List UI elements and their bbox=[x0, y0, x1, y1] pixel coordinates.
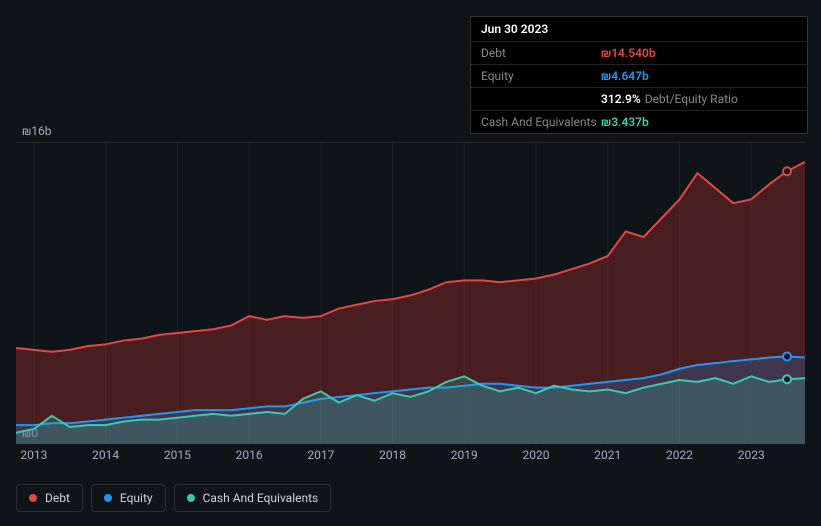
x-tick: 2022 bbox=[666, 448, 693, 462]
tooltip-row: Debt₪14.540b bbox=[471, 42, 807, 65]
x-tick: 2013 bbox=[20, 448, 47, 462]
legend-dot bbox=[29, 494, 37, 502]
legend-dot bbox=[187, 494, 195, 502]
tooltip-row: 312.9% Debt/Equity Ratio bbox=[471, 88, 807, 111]
tooltip-date: Jun 30 2023 bbox=[471, 17, 807, 42]
x-tick: 2020 bbox=[523, 448, 550, 462]
x-tick: 2021 bbox=[594, 448, 621, 462]
y-tick-top: ₪16b bbox=[22, 124, 51, 138]
tooltip-value: 312.9% bbox=[601, 92, 641, 106]
x-tick: 2017 bbox=[307, 448, 334, 462]
tooltip-value: ₪4.647b bbox=[601, 69, 649, 83]
tooltip-label: Debt bbox=[481, 46, 601, 60]
legend-item[interactable]: Cash And Equivalents bbox=[174, 484, 332, 512]
x-tick: 2018 bbox=[379, 448, 406, 462]
x-tick: 2015 bbox=[164, 448, 191, 462]
x-tick: 2019 bbox=[451, 448, 478, 462]
x-tick: 2023 bbox=[738, 448, 765, 462]
chart-plot-area[interactable] bbox=[16, 142, 805, 444]
tooltip-value: ₪3.437b bbox=[601, 115, 649, 129]
x-tick: 2014 bbox=[92, 448, 119, 462]
chart-legend: Debt Equity Cash And Equivalents bbox=[16, 484, 331, 512]
legend-label: Debt bbox=[45, 491, 70, 505]
x-tick: 2016 bbox=[236, 448, 263, 462]
tooltip-row: Equity₪4.647b bbox=[471, 65, 807, 88]
tooltip-value: ₪14.540b bbox=[601, 46, 656, 60]
tooltip-row: Cash And Equivalents₪3.437b bbox=[471, 111, 807, 133]
chart-tooltip: Jun 30 2023Debt₪14.540bEquity₪4.647b312.… bbox=[470, 16, 808, 134]
legend-item[interactable]: Debt bbox=[16, 484, 83, 512]
legend-label: Equity bbox=[120, 491, 153, 505]
legend-label: Cash And Equivalents bbox=[203, 491, 319, 505]
tooltip-label: Cash And Equivalents bbox=[481, 115, 601, 129]
x-axis: 2013 2014 2015 2016 2017 2018 2019 2020 2021 2022… bbox=[16, 448, 805, 468]
tooltip-label: Equity bbox=[481, 69, 601, 83]
tooltip-extra: Debt/Equity Ratio bbox=[645, 92, 738, 106]
tooltip-label bbox=[481, 92, 601, 106]
legend-dot bbox=[104, 494, 112, 502]
legend-item[interactable]: Equity bbox=[91, 484, 166, 512]
chart-svg bbox=[16, 143, 805, 444]
